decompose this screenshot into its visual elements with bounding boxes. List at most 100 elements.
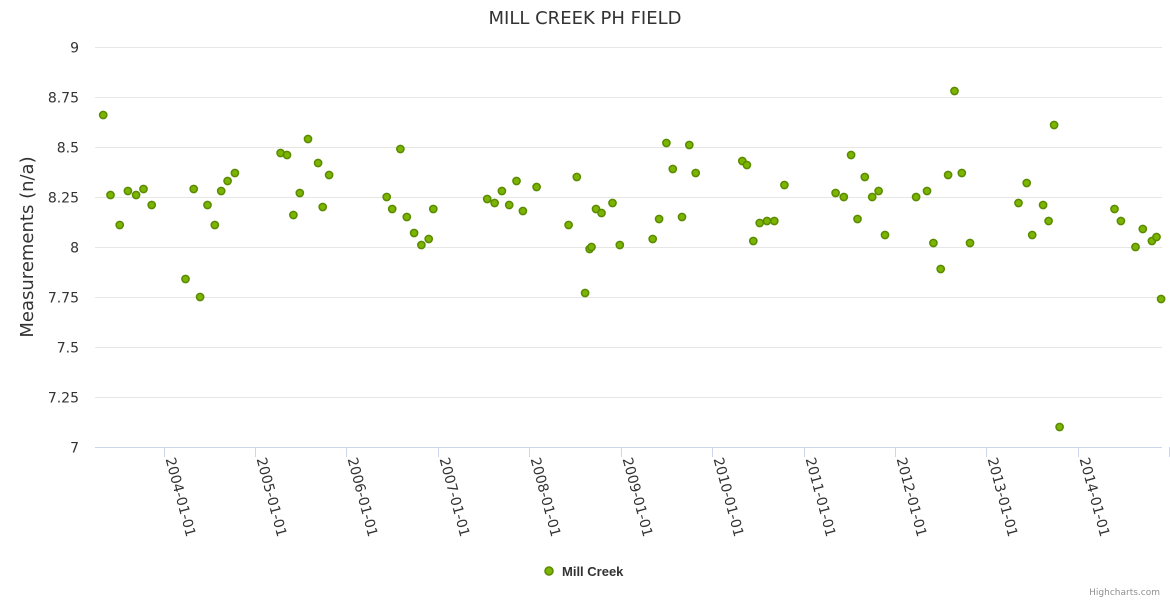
data-point[interactable] <box>282 150 292 160</box>
data-point[interactable] <box>324 170 334 180</box>
x-tick-label: 2007-01-01 <box>436 456 473 539</box>
x-tick-label: 2010-01-01 <box>710 456 747 539</box>
data-point[interactable] <box>597 208 606 218</box>
data-point[interactable] <box>922 186 932 196</box>
data-point[interactable] <box>387 204 397 214</box>
data-point[interactable] <box>691 168 701 178</box>
data-point[interactable] <box>648 234 658 244</box>
data-point[interactable] <box>189 184 199 194</box>
x-tick-label: 2009-01-01 <box>619 456 656 539</box>
data-point[interactable] <box>762 216 772 226</box>
data-point[interactable] <box>512 176 521 186</box>
data-point[interactable] <box>131 190 141 200</box>
data-point[interactable] <box>139 184 148 194</box>
data-point[interactable] <box>615 240 625 250</box>
data-point[interactable] <box>580 288 590 298</box>
data-point[interactable] <box>608 198 617 208</box>
data-point[interactable] <box>230 168 240 178</box>
data-point[interactable] <box>684 140 694 150</box>
chart-title: MILL CREEK PH FIELD <box>489 8 682 29</box>
data-point[interactable] <box>1156 294 1166 304</box>
data-point[interactable] <box>504 200 514 210</box>
data-point[interactable] <box>780 180 789 190</box>
data-point[interactable] <box>839 192 849 202</box>
data-point[interactable] <box>223 176 232 186</box>
data-point[interactable] <box>424 234 434 244</box>
data-point[interactable] <box>769 216 779 226</box>
data-point[interactable] <box>587 242 596 252</box>
data-point[interactable] <box>846 150 856 160</box>
data-point[interactable] <box>662 138 671 148</box>
data-point[interactable] <box>677 212 687 222</box>
data-point[interactable] <box>1038 200 1048 210</box>
data-point[interactable] <box>874 186 883 196</box>
legend[interactable]: Mill Creek <box>544 564 624 579</box>
data-point[interactable] <box>755 218 765 228</box>
data-point[interactable] <box>210 220 220 230</box>
data-point[interactable] <box>1027 230 1037 240</box>
data-point[interactable] <box>668 164 678 174</box>
data-point[interactable] <box>98 110 108 120</box>
data-point[interactable] <box>396 144 405 154</box>
data-point[interactable] <box>123 186 133 196</box>
data-point[interactable] <box>1049 120 1059 130</box>
data-point[interactable] <box>303 134 313 144</box>
data-point[interactable] <box>382 192 392 202</box>
legend-label[interactable]: Mill Creek <box>562 564 624 579</box>
data-point[interactable] <box>936 264 946 274</box>
credits-link[interactable]: Highcharts.com <box>1089 588 1160 598</box>
data-point[interactable] <box>402 212 412 222</box>
data-point[interactable] <box>1022 178 1032 188</box>
x-tick-label: 2005-01-01 <box>253 456 290 539</box>
data-point[interactable] <box>860 172 870 182</box>
data-point[interactable] <box>1138 224 1148 234</box>
y-tick-label: 8 <box>70 241 79 257</box>
data-point[interactable] <box>1131 242 1140 252</box>
data-point[interactable] <box>497 186 507 196</box>
data-point[interactable] <box>409 228 419 238</box>
series-mill-creek[interactable] <box>98 86 1166 432</box>
data-point[interactable] <box>742 160 752 170</box>
data-point[interactable] <box>911 192 921 202</box>
data-point[interactable] <box>572 172 582 182</box>
data-point[interactable] <box>1116 216 1126 226</box>
data-point[interactable] <box>289 210 298 220</box>
data-point[interactable] <box>532 182 541 192</box>
data-point[interactable] <box>853 214 862 224</box>
data-point[interactable] <box>428 204 438 214</box>
data-point[interactable] <box>950 86 959 96</box>
data-point[interactable] <box>1152 232 1161 242</box>
data-point[interactable] <box>216 186 226 196</box>
data-point[interactable] <box>482 194 492 204</box>
data-point[interactable] <box>943 170 953 180</box>
data-point[interactable] <box>965 238 975 248</box>
data-point[interactable] <box>929 238 938 248</box>
data-point[interactable] <box>1014 198 1023 208</box>
data-point[interactable] <box>115 220 125 230</box>
data-point[interactable] <box>181 274 190 284</box>
data-point[interactable] <box>1055 422 1064 432</box>
data-point[interactable] <box>831 188 840 198</box>
data-point[interactable] <box>564 220 573 230</box>
data-point[interactable] <box>147 200 157 210</box>
y-tick-label: 8.5 <box>57 141 79 157</box>
data-point[interactable] <box>195 292 205 302</box>
data-point[interactable] <box>1044 216 1053 226</box>
data-point[interactable] <box>518 206 528 216</box>
data-point[interactable] <box>957 168 967 178</box>
data-point[interactable] <box>1110 204 1119 214</box>
data-point[interactable] <box>654 214 664 224</box>
data-point[interactable] <box>880 230 890 240</box>
data-point[interactable] <box>867 192 877 202</box>
x-tick-label: 2004-01-01 <box>162 456 199 539</box>
data-point[interactable] <box>318 202 328 212</box>
legend-marker <box>544 566 554 576</box>
data-point[interactable] <box>313 158 323 168</box>
data-point[interactable] <box>295 188 305 198</box>
data-point[interactable] <box>106 190 115 200</box>
data-point[interactable] <box>417 240 426 250</box>
data-point[interactable] <box>748 236 758 246</box>
data-point[interactable] <box>490 198 499 208</box>
data-point[interactable] <box>203 200 212 210</box>
